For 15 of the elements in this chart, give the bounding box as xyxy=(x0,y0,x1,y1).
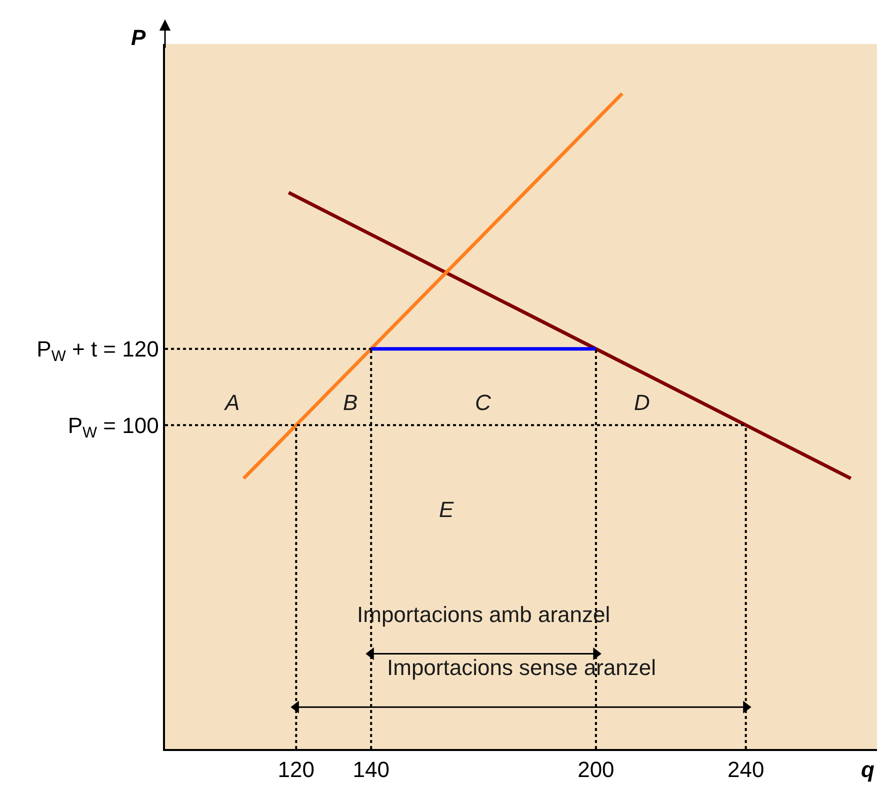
x-tick-label: 120 xyxy=(278,757,315,782)
x-tick-label: 140 xyxy=(352,757,390,782)
y-tick-label: P$_{W}$ = 100 xyxy=(68,412,159,442)
x-tick-label: 200 xyxy=(578,757,614,782)
annotation: C xyxy=(475,390,491,415)
x-tick-label: 240 xyxy=(727,757,764,782)
annotation: D xyxy=(634,390,650,415)
y-tick-label: P$_{W}$ + t = 120 xyxy=(36,336,159,366)
y-axis-title: P xyxy=(131,25,146,50)
annotation: Importacions amb aranzel xyxy=(357,602,610,627)
annotation: Importacions sense aranzel xyxy=(387,655,656,680)
annotation: B xyxy=(343,390,358,415)
x-axis-title: q xyxy=(861,757,875,782)
annotation: E xyxy=(439,497,454,522)
annotation: A xyxy=(223,390,240,415)
